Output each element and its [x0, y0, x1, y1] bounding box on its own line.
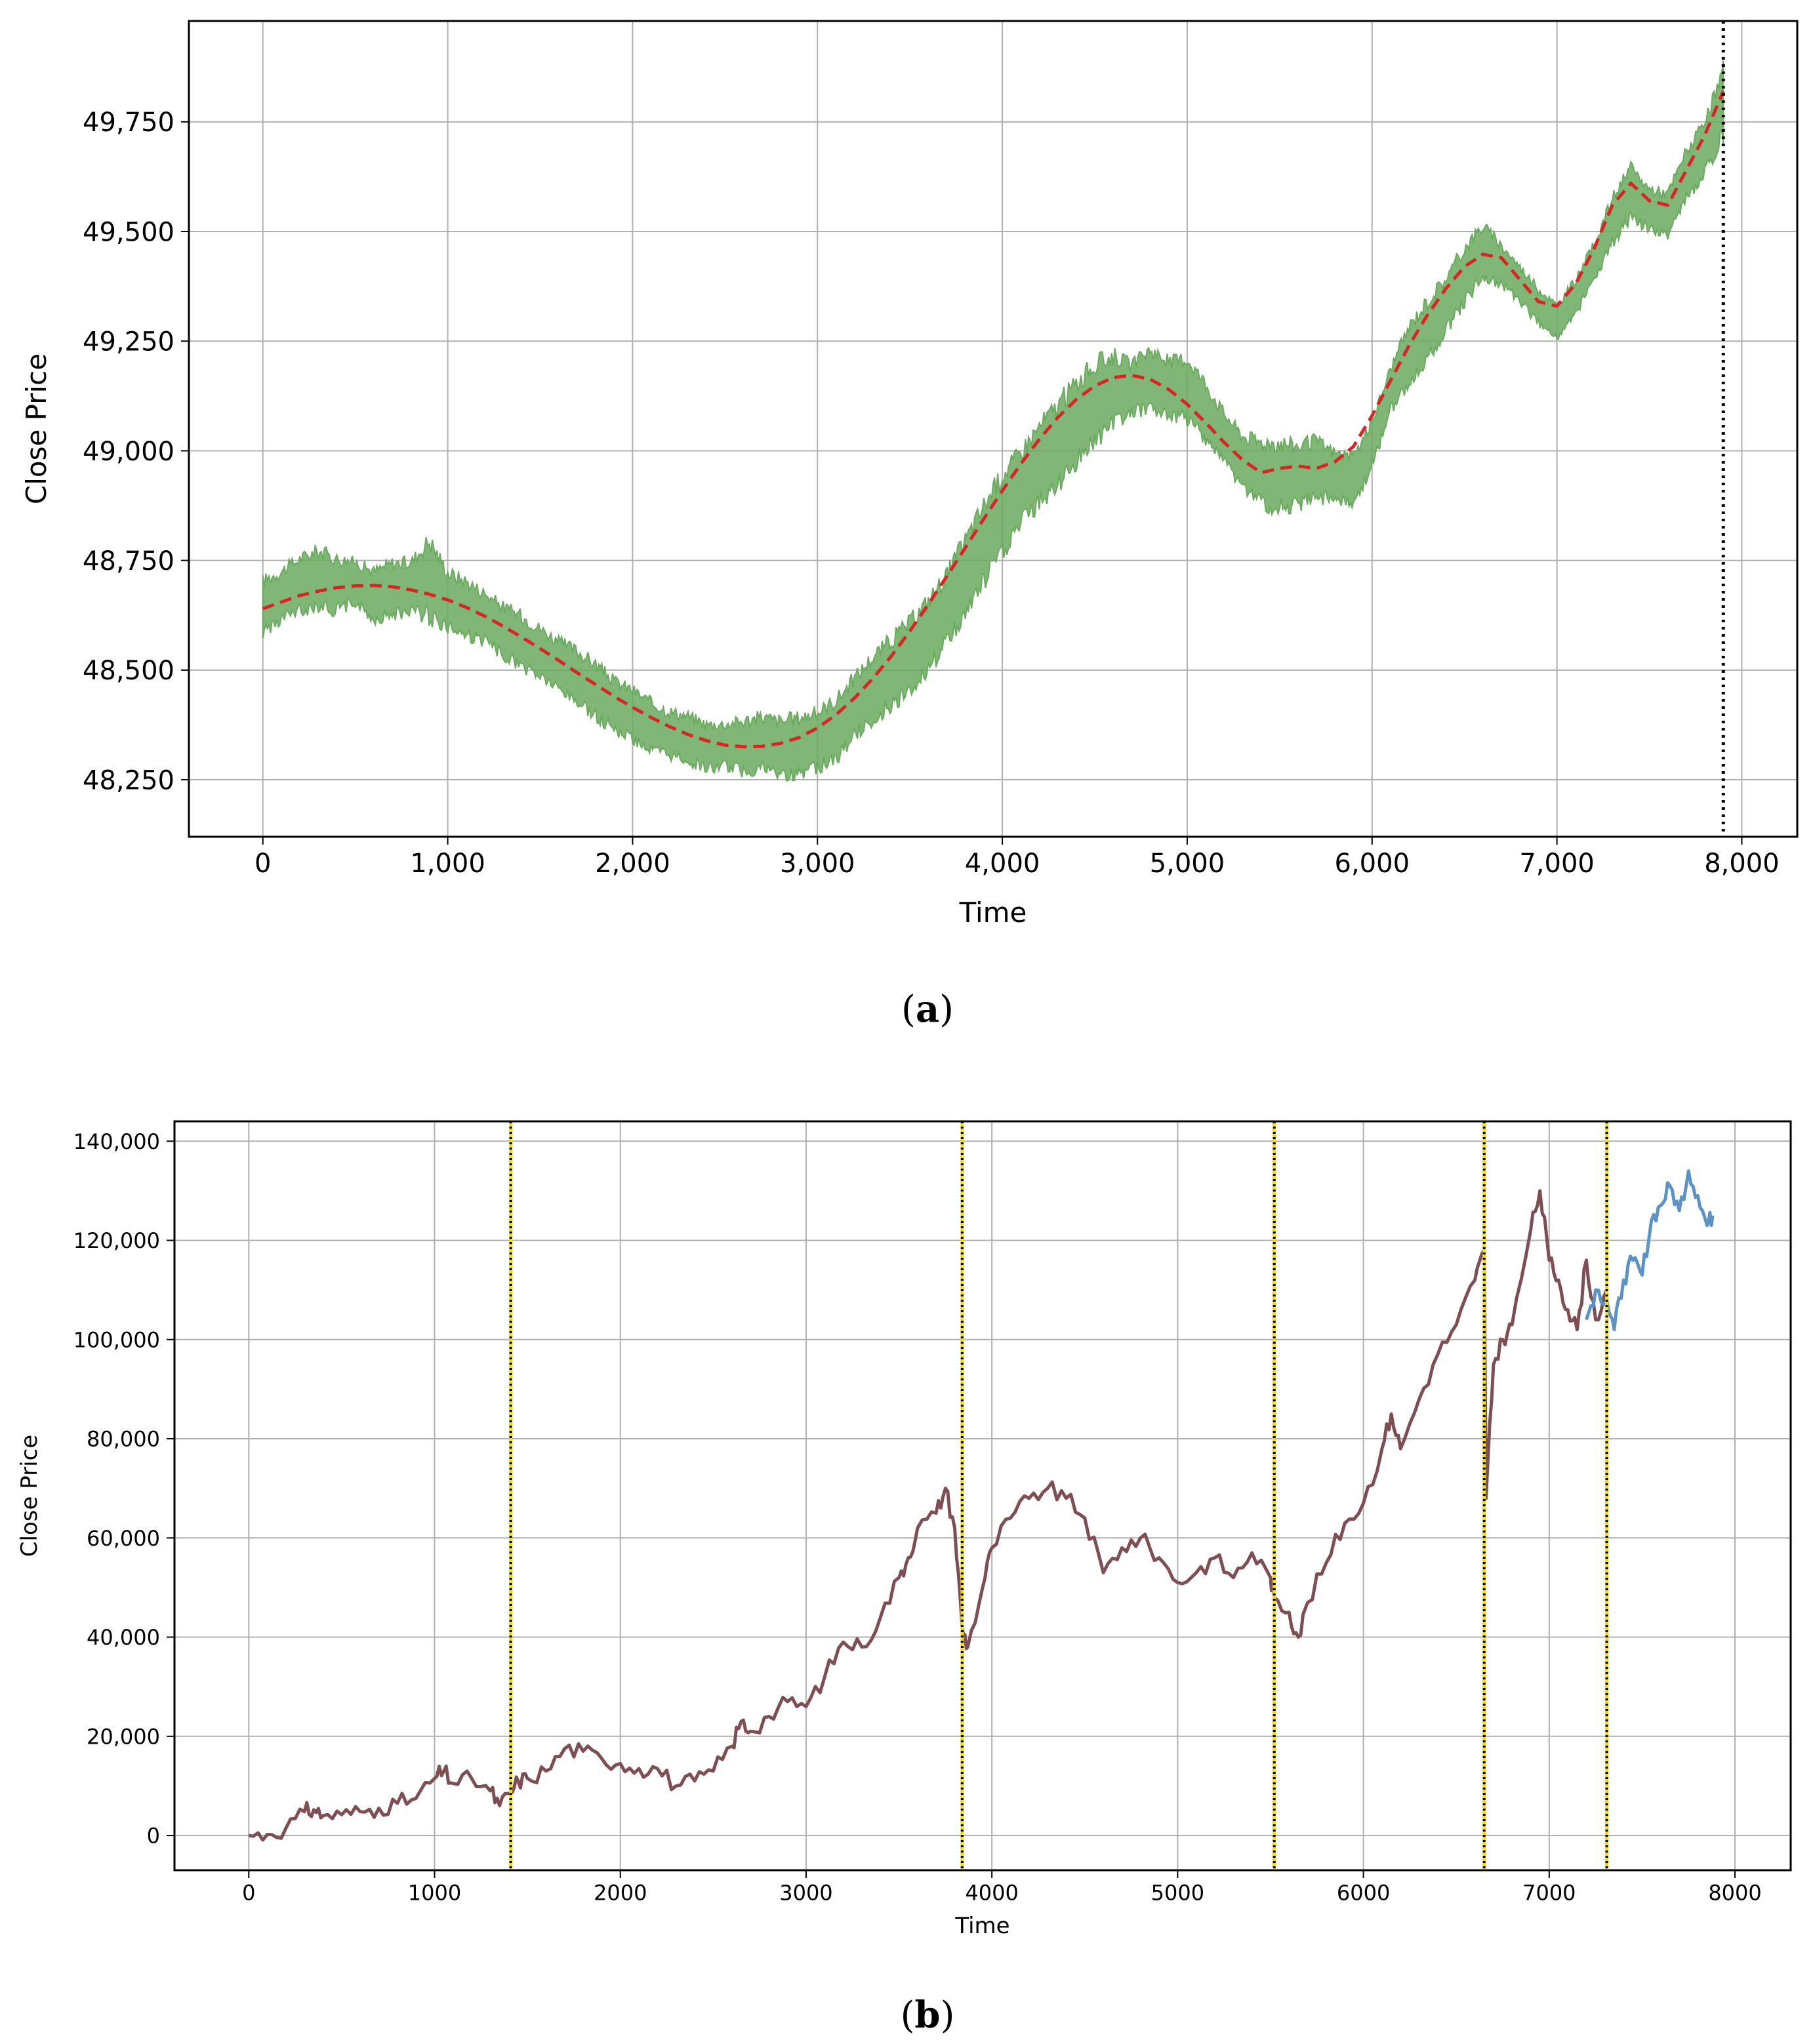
panel-a-x-tick-label: 6,000 [1335, 849, 1410, 879]
panel-b-x-tick-label: 3000 [779, 1881, 832, 1906]
panel-b-x-tick-label: 8000 [1708, 1881, 1761, 1906]
panel-b-y-tick-label: 140,000 [73, 1129, 160, 1154]
panel-a-chart: 0 1,000 2,000 3,000 4,000 5,000 6,000 7,000 8,00… [20, 20, 1799, 929]
panel-a-x-axis-label: Time [959, 896, 1027, 929]
panel-b-series-history-line [248, 1189, 1608, 1842]
panel-a-y-tick-label: 48,250 [83, 765, 174, 795]
panel-b-plot-area [248, 1169, 1715, 1842]
panel-b-y-tick-label: 80,000 [87, 1427, 160, 1452]
panel-b-x-tick-label: 0 [242, 1881, 255, 1906]
panel-b-y-axis-label: Close Price [16, 1435, 43, 1557]
panel-a-caption: (a) [901, 988, 954, 1031]
panel-b-axes-frame [173, 1120, 1792, 1872]
panel-b-y-tick-label: 60,000 [87, 1526, 160, 1551]
panel-a-series-band [262, 60, 1724, 782]
panel-b-y-tick-label: 20,000 [87, 1724, 160, 1749]
panel-a-x-tick-label: 2,000 [595, 849, 670, 879]
panel-b-x-axis-label: Time [954, 1913, 1009, 1939]
panel-a-y-tick-label: 48,750 [83, 546, 174, 576]
panel-a-y-tick-label: 49,500 [83, 217, 174, 247]
panel-b-x-tick-label: 6000 [1337, 1881, 1390, 1906]
panel-b-y-tick-label: 40,000 [87, 1625, 160, 1650]
panel-b-x-tick-label: 4000 [965, 1881, 1018, 1906]
panel-b-caption: (b) [901, 1994, 955, 2037]
panel-a-x-tick-label: 3,000 [780, 849, 855, 879]
panel-a-axes-frame [188, 20, 1799, 838]
panel-a-series-dashed-line [262, 90, 1725, 749]
panel-a-x-tick-label: 5,000 [1150, 849, 1225, 879]
panel-a-x-tick-label: 1,000 [410, 849, 485, 879]
panel-b-y-tick-label: 120,000 [73, 1228, 160, 1253]
panel-a-x-tick-label: 0 [255, 849, 271, 879]
panel-a-y-axis-label: Close Price [20, 353, 52, 504]
panel-b-x-tick-label: 2000 [594, 1881, 647, 1906]
panel-b-y-tick-label: 100,000 [73, 1327, 160, 1352]
panel-a-y-tick-label: 49,000 [83, 437, 174, 467]
panel-a-y-tick-label: 49,750 [83, 108, 174, 138]
panel-b-x-tick-label: 1000 [408, 1881, 461, 1906]
panel-b-x-tick-label: 5000 [1151, 1881, 1204, 1906]
panel-b-x-tick-label: 7000 [1522, 1881, 1576, 1906]
panel-a-x-tick-label: 7,000 [1519, 849, 1595, 879]
panel-a-y-tick-label: 48,500 [83, 656, 174, 686]
panel-a-y-tick-label: 49,250 [83, 327, 174, 357]
panel-a-plot-area [262, 60, 1725, 782]
panel-b-series-forecast-line [1585, 1169, 1715, 1332]
panel-b-chart: 0 1000 2000 3000 4000 5000 6000 7000 8000 0 20,000… [16, 1120, 1792, 1939]
panel-a-x-tick-label: 8,000 [1704, 849, 1780, 879]
panel-b-y-tick-label: 0 [147, 1824, 160, 1849]
panel-a-x-tick-label: 4,000 [965, 849, 1040, 879]
